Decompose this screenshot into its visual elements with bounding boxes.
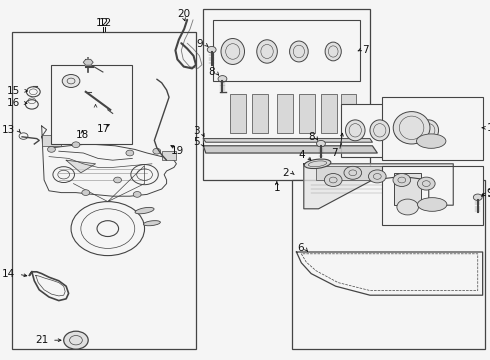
Ellipse shape	[325, 42, 341, 61]
Text: 2: 2	[282, 168, 289, 178]
Circle shape	[82, 190, 90, 195]
Bar	[12, 32, 196, 349]
Bar	[252, 94, 268, 133]
Text: 10: 10	[487, 123, 490, 133]
Ellipse shape	[394, 120, 414, 141]
Ellipse shape	[416, 134, 446, 148]
Bar	[292, 180, 485, 349]
Circle shape	[397, 199, 418, 215]
Text: 9: 9	[196, 39, 203, 49]
Polygon shape	[304, 164, 453, 209]
Ellipse shape	[370, 120, 390, 141]
Bar	[162, 151, 176, 160]
Text: 12: 12	[96, 18, 110, 28]
Circle shape	[368, 170, 386, 183]
Circle shape	[133, 192, 141, 197]
Polygon shape	[203, 139, 372, 142]
Text: 5: 5	[193, 137, 200, 147]
Text: 13: 13	[1, 125, 15, 135]
Ellipse shape	[345, 120, 365, 141]
Bar	[316, 166, 446, 180]
Ellipse shape	[221, 39, 245, 64]
Text: 1: 1	[273, 183, 280, 193]
Circle shape	[218, 76, 227, 82]
Text: 18: 18	[75, 130, 89, 140]
Bar	[230, 94, 246, 133]
Circle shape	[393, 174, 411, 186]
Text: 7: 7	[331, 148, 338, 158]
Text: 14: 14	[1, 269, 15, 279]
Bar	[277, 94, 293, 133]
Text: 12: 12	[98, 18, 112, 28]
Text: 6: 6	[297, 243, 304, 253]
Circle shape	[62, 75, 80, 87]
Bar	[42, 135, 61, 146]
Text: 3: 3	[193, 126, 200, 136]
Text: 15: 15	[6, 86, 20, 96]
Circle shape	[324, 174, 342, 186]
Polygon shape	[83, 59, 93, 65]
Text: 8: 8	[308, 132, 315, 142]
Ellipse shape	[257, 40, 277, 63]
Bar	[213, 20, 360, 81]
Text: 9: 9	[487, 188, 490, 198]
Ellipse shape	[417, 198, 447, 211]
Bar	[299, 94, 315, 133]
Circle shape	[417, 177, 435, 190]
Bar	[382, 166, 483, 225]
Text: 11: 11	[487, 189, 490, 199]
Text: 8: 8	[208, 67, 215, 77]
FancyBboxPatch shape	[208, 85, 355, 139]
Bar	[341, 94, 356, 133]
Text: 21: 21	[35, 335, 48, 345]
Bar	[394, 173, 421, 205]
Ellipse shape	[393, 112, 430, 144]
Ellipse shape	[135, 207, 154, 214]
Circle shape	[114, 177, 122, 183]
Ellipse shape	[290, 41, 308, 62]
Ellipse shape	[419, 120, 439, 141]
Bar	[51, 65, 132, 144]
Polygon shape	[66, 160, 96, 173]
Circle shape	[72, 142, 80, 148]
Bar	[203, 9, 370, 180]
Bar	[382, 97, 483, 160]
Bar	[341, 104, 431, 157]
Polygon shape	[203, 146, 377, 153]
Bar	[321, 94, 337, 133]
Circle shape	[48, 147, 55, 152]
Text: 16: 16	[6, 98, 20, 108]
Circle shape	[207, 46, 216, 53]
Circle shape	[126, 150, 134, 156]
Ellipse shape	[304, 159, 331, 168]
Ellipse shape	[144, 221, 160, 226]
Text: 19: 19	[171, 146, 184, 156]
Circle shape	[64, 331, 88, 349]
Circle shape	[317, 140, 325, 147]
Circle shape	[473, 194, 482, 201]
Text: 20: 20	[177, 9, 190, 19]
Circle shape	[153, 148, 161, 154]
Text: 4: 4	[298, 150, 305, 160]
Circle shape	[344, 166, 362, 179]
Text: 17: 17	[97, 124, 111, 134]
Text: 7: 7	[362, 45, 368, 55]
Polygon shape	[42, 126, 176, 196]
